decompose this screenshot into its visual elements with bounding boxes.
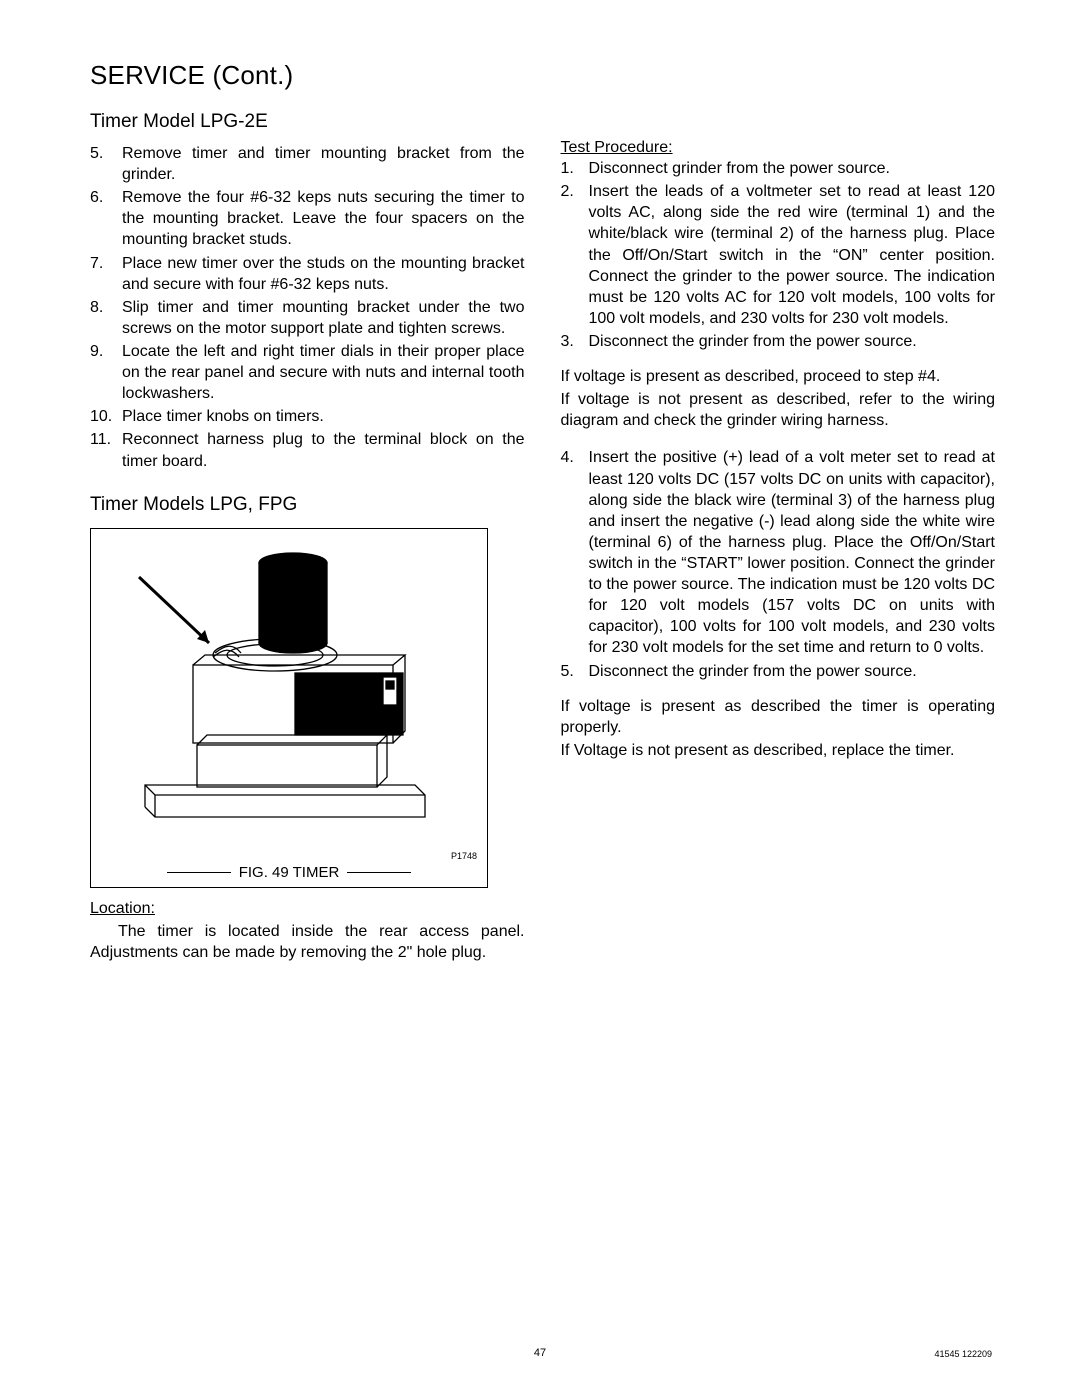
test-procedure-heading: Test Procedure: [561, 137, 996, 158]
test-steps-a: 1.Disconnect grinder from the power sour… [561, 158, 996, 352]
step-number: 8. [90, 297, 122, 339]
figure-code: P1748 [451, 851, 477, 861]
step-number: 10. [90, 406, 122, 427]
step-text: Insert the leads of a voltmeter set to r… [589, 181, 996, 329]
step-number: 4. [561, 447, 589, 658]
step-text: Place timer knobs on timers. [122, 406, 525, 427]
step-text: Disconnect the grinder from the power so… [589, 331, 996, 352]
voltage-present-note-1: If voltage is present as described, proc… [561, 366, 996, 387]
page-number: 47 [0, 1347, 1080, 1359]
two-column-layout: Timer Model LPG-2E 5.Remove timer and ti… [90, 107, 995, 963]
list-item: 2.Insert the leads of a voltmeter set to… [561, 181, 996, 329]
list-item: 6.Remove the four #6-32 keps nuts securi… [90, 187, 525, 250]
test-procedure-label: Test Procedure: [561, 139, 673, 156]
page-title: SERVICE (Cont.) [90, 60, 995, 91]
voltage-absent-note-1: If voltage is not present as described, … [561, 389, 996, 431]
step-number: 2. [561, 181, 589, 329]
list-item: 7.Place new timer over the studs on the … [90, 253, 525, 295]
location-heading: Location: [90, 898, 525, 919]
step-number: 5. [561, 661, 589, 682]
figure-caption: FIG. 49 TIMER [91, 864, 487, 881]
step-text: Remove timer and timer mounting bracket … [122, 143, 525, 185]
grinder-diagram-icon [105, 535, 475, 845]
steps-list-lpg2e: 5.Remove timer and timer mounting bracke… [90, 143, 525, 472]
step-text: Locate the left and right timer dials in… [122, 341, 525, 404]
right-column: Test Procedure: 1.Disconnect grinder fro… [561, 107, 996, 963]
heading-timer-lpg-fpg: Timer Models LPG, FPG [90, 494, 525, 516]
voltage-present-note-2: If voltage is present as described the t… [561, 696, 996, 738]
list-item: 10.Place timer knobs on timers. [90, 406, 525, 427]
step-number: 9. [90, 341, 122, 404]
list-item: 9.Locate the left and right timer dials … [90, 341, 525, 404]
step-text: Insert the positive (+) lead of a volt m… [589, 447, 996, 658]
step-text: Disconnect grinder from the power source… [589, 158, 996, 179]
step-number: 3. [561, 331, 589, 352]
test-steps-b: 4.Insert the positive (+) lead of a volt… [561, 447, 996, 681]
step-number: 5. [90, 143, 122, 185]
heading-timer-lpg2e: Timer Model LPG-2E [90, 111, 525, 133]
step-number: 7. [90, 253, 122, 295]
figure-frame: P1748 FIG. 49 TIMER [90, 528, 488, 888]
step-number: 11. [90, 429, 122, 471]
list-item: 5.Disconnect the grinder from the power … [561, 661, 996, 682]
figure-caption-text: FIG. 49 TIMER [231, 864, 348, 881]
rule-icon [167, 872, 231, 873]
step-text: Disconnect the grinder from the power so… [589, 661, 996, 682]
list-item: 8.Slip timer and timer mounting bracket … [90, 297, 525, 339]
step-number: 6. [90, 187, 122, 250]
step-number: 1. [561, 158, 589, 179]
rule-icon [347, 872, 411, 873]
list-item: 3.Disconnect the grinder from the power … [561, 331, 996, 352]
list-item: 11.Reconnect harness plug to the termina… [90, 429, 525, 471]
step-text: Reconnect harness plug to the terminal b… [122, 429, 525, 471]
figure-49: P1748 FIG. 49 TIMER [90, 528, 525, 888]
left-column: Timer Model LPG-2E 5.Remove timer and ti… [90, 107, 525, 963]
doc-code: 41545 122209 [934, 1349, 992, 1359]
list-item: 5.Remove timer and timer mounting bracke… [90, 143, 525, 185]
step-text: Place new timer over the studs on the mo… [122, 253, 525, 295]
list-item: 4.Insert the positive (+) lead of a volt… [561, 447, 996, 658]
list-item: 1.Disconnect grinder from the power sour… [561, 158, 996, 179]
location-text: The timer is located inside the rear acc… [90, 921, 525, 963]
step-text: Slip timer and timer mounting bracket un… [122, 297, 525, 339]
location-label: Location: [90, 900, 155, 917]
step-text: Remove the four #6-32 keps nuts securing… [122, 187, 525, 250]
voltage-absent-note-2: If Voltage is not present as described, … [561, 740, 996, 761]
